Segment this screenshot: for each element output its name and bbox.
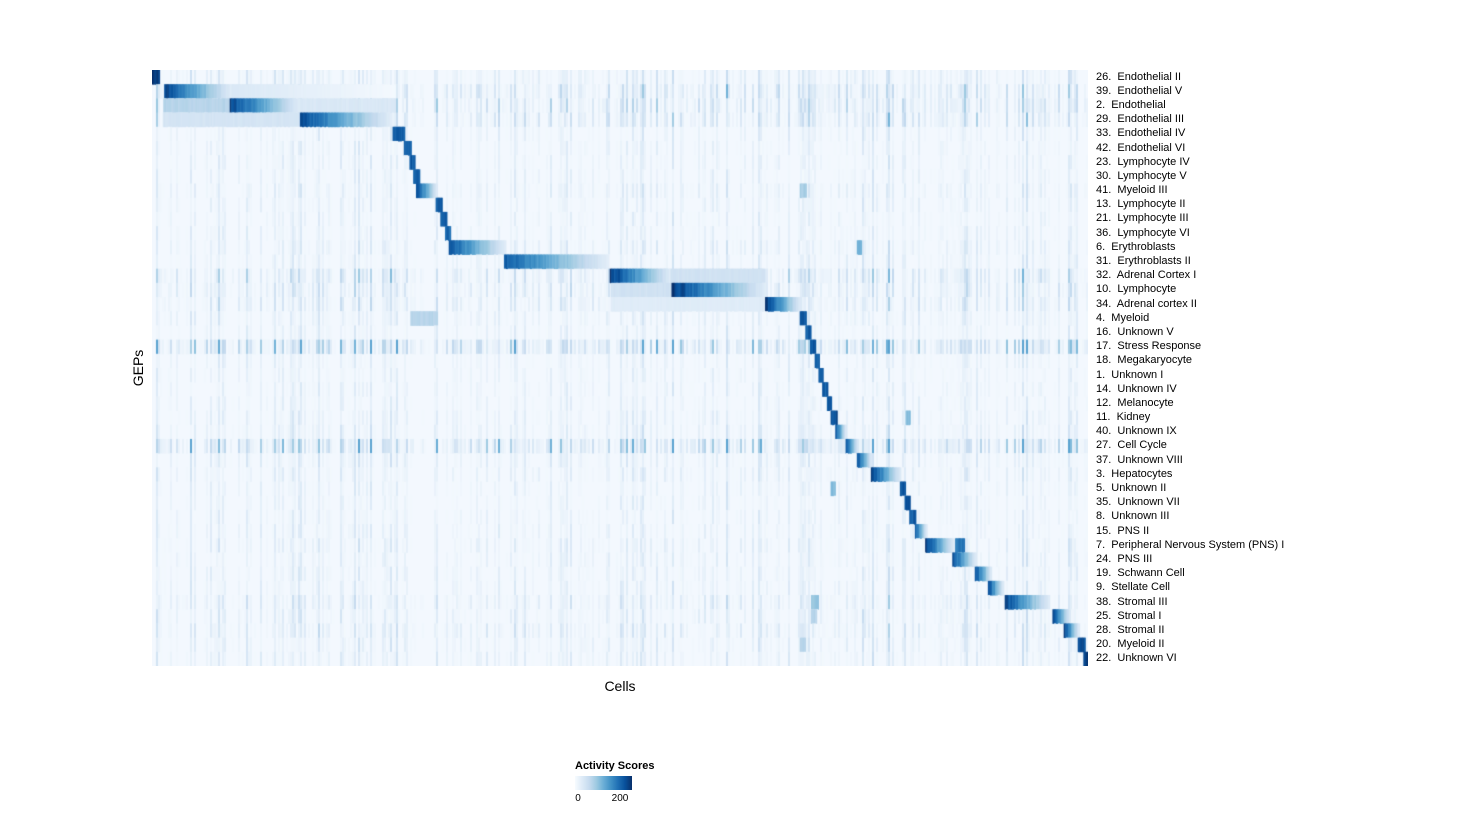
row-label: 31. Erythroblasts II [1096, 255, 1191, 268]
row-label: 27. Cell Cycle [1096, 439, 1167, 452]
row-label: 35. Unknown VII [1096, 496, 1180, 509]
row-label: 32. Adrenal Cortex I [1096, 269, 1197, 282]
row-label: 11. Kidney [1096, 411, 1151, 424]
row-label: 20. Myeloid II [1096, 638, 1165, 651]
row-labels: 26. Endothelial II 39. Endothelial V 2. En… [1096, 70, 1456, 666]
row-label: 30. Lymphocyte V [1096, 169, 1187, 182]
legend-tick-min: 0 [575, 793, 581, 804]
heatmap-canvas [152, 70, 1088, 666]
row-label: 9. Stellate Cell [1096, 581, 1170, 594]
row-label: 5. Unknown II [1096, 482, 1167, 495]
row-label: 19. Schwann Cell [1096, 567, 1185, 580]
row-label: 23. Lymphocyte IV [1096, 155, 1190, 168]
row-label: 3. Hepatocytes [1096, 467, 1173, 480]
row-label: 1. Unknown I [1096, 368, 1164, 381]
x-axis-label: Cells [604, 678, 636, 694]
row-label: 39. Endothelial V [1096, 84, 1183, 97]
row-label: 4. Myeloid [1096, 311, 1150, 324]
row-label: 18. Megakaryocyte [1096, 354, 1192, 367]
row-label: 26. Endothelial II [1096, 70, 1182, 83]
legend-title: Activity Scores [575, 760, 655, 772]
row-label: 13. Lymphocyte II [1096, 198, 1186, 211]
legend-tick-max: 200 [611, 793, 629, 804]
row-label: 38. Stromal III [1096, 595, 1168, 608]
row-label: 8. Unknown III [1096, 510, 1170, 523]
legend: Activity Scores 0 200 [575, 760, 685, 805]
y-axis-label: GEPs [130, 349, 146, 387]
row-label: 34. Adrenal cortex II [1096, 297, 1197, 310]
row-label: 10. Lymphocyte [1096, 283, 1177, 296]
row-label: 14. Unknown IV [1096, 382, 1177, 395]
row-label: 25. Stromal I [1096, 609, 1162, 622]
row-label: 22. Unknown VI [1096, 652, 1177, 665]
row-label: 28. Stromal II [1096, 623, 1165, 636]
row-label: 6. Erythroblasts [1096, 240, 1176, 253]
row-label: 42. Endothelial VI [1096, 141, 1186, 154]
row-label: 37. Unknown VIII [1096, 453, 1183, 466]
row-label: 36. Lymphocyte VI [1096, 226, 1190, 239]
row-label: 12. Melanocyte [1096, 396, 1174, 409]
row-label: 41. Myeloid III [1096, 184, 1168, 197]
row-label: 7. Peripheral Nervous System (PNS) I [1096, 538, 1285, 551]
legend-ticks: 0 200 [575, 793, 685, 805]
row-label: 29. Endothelial III [1096, 113, 1185, 126]
row-label: 15. PNS II [1096, 524, 1150, 537]
legend-gradient-bar [575, 776, 632, 790]
row-label: 2. Endothelial [1096, 98, 1166, 111]
row-label: 21. Lymphocyte III [1096, 212, 1189, 225]
row-label: 16. Unknown V [1096, 325, 1174, 338]
row-label: 17. Stress Response [1096, 340, 1202, 353]
row-label: 40. Unknown IX [1096, 425, 1177, 438]
row-label: 33. Endothelial IV [1096, 127, 1186, 140]
row-label: 24. PNS III [1096, 552, 1153, 565]
